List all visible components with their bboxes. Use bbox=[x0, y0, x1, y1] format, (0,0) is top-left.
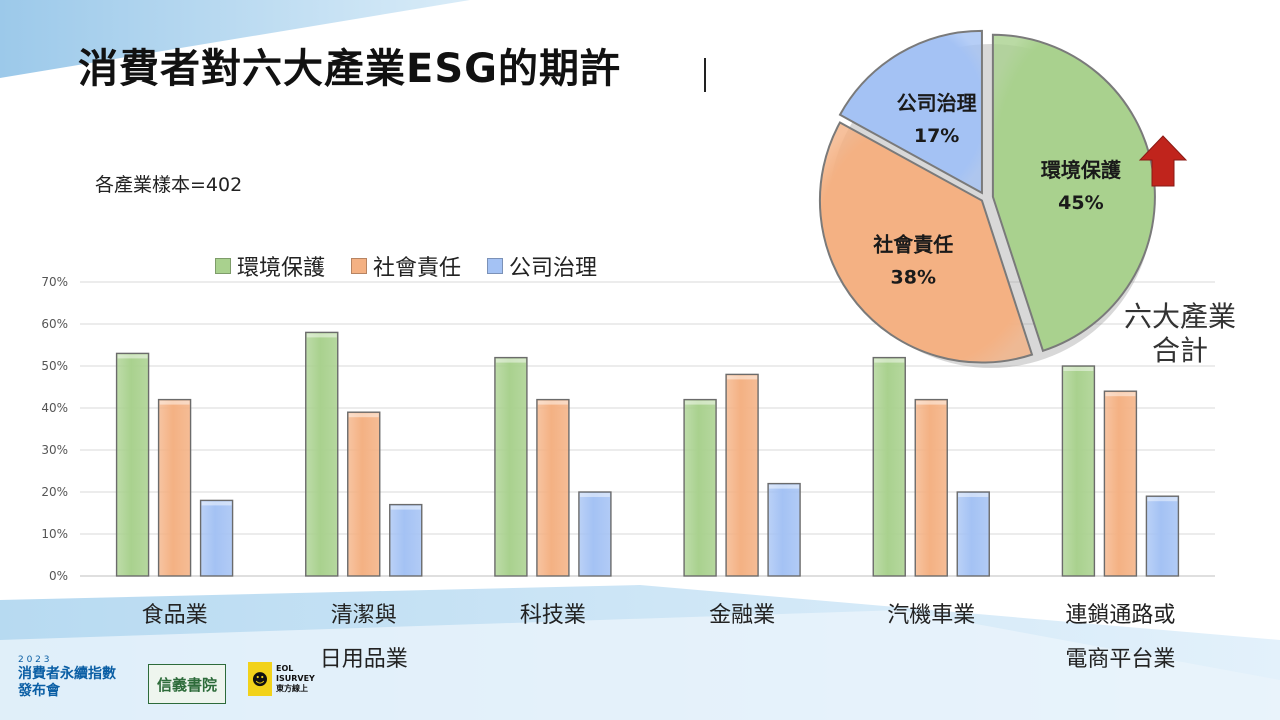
eol-logo-line1: EOL bbox=[276, 664, 294, 673]
y-tick-label: 20% bbox=[41, 485, 68, 499]
eol-logo-line2: ISURVEY bbox=[276, 674, 315, 683]
x-category-label-line1: 清潔與 bbox=[330, 603, 397, 628]
chart-legend: 環境保護 社會責任 公司治理 bbox=[215, 250, 623, 282]
bar-highlight bbox=[390, 505, 421, 510]
bar-highlight bbox=[579, 493, 610, 497]
y-tick-label: 30% bbox=[41, 443, 68, 457]
y-tick-label: 40% bbox=[41, 401, 68, 415]
bar bbox=[536, 398, 570, 577]
x-category-label-line1: 食品業 bbox=[141, 603, 208, 628]
x-category-label-line1: 金融業 bbox=[709, 603, 776, 628]
bar bbox=[725, 373, 759, 577]
bar-highlight bbox=[117, 354, 148, 359]
bar bbox=[389, 503, 423, 577]
event-logo-year: 2 0 2 3 bbox=[18, 655, 50, 665]
bar bbox=[494, 356, 528, 577]
x-category-label-line1: 汽機車業 bbox=[887, 603, 976, 628]
text-cursor bbox=[704, 58, 706, 92]
y-tick-label: 50% bbox=[41, 359, 68, 373]
legend-label-environment: 環境保護 bbox=[237, 256, 326, 281]
bar-highlight bbox=[159, 400, 190, 405]
bar bbox=[956, 491, 990, 577]
eol-logo-line3: 東方線上 bbox=[276, 684, 308, 693]
pie-slice-label: 環境保護 bbox=[1041, 158, 1122, 182]
legend-label-governance: 公司治理 bbox=[509, 256, 598, 281]
x-category-label-line1: 科技業 bbox=[519, 603, 586, 628]
event-logo-line2: 發布會 bbox=[18, 683, 60, 699]
pie-slice-label: 公司治理 bbox=[897, 91, 977, 115]
bar-highlight bbox=[958, 493, 989, 497]
bar bbox=[1061, 365, 1096, 577]
pie-slice bbox=[818, 121, 1034, 364]
page-title: 消費者對六大產業ESG的期許 bbox=[78, 46, 621, 92]
y-tick-label: 60% bbox=[41, 317, 68, 331]
legend-label-social: 社會責任 bbox=[373, 256, 462, 281]
legend-swatch-social bbox=[351, 258, 368, 274]
bar bbox=[1145, 495, 1180, 577]
pie-slice-label: 社會責任 bbox=[872, 232, 953, 256]
legend-item-governance: 公司治理 bbox=[487, 250, 597, 282]
bar-highlight bbox=[1105, 392, 1136, 397]
bar bbox=[157, 398, 192, 577]
bar bbox=[1103, 390, 1138, 577]
bar bbox=[872, 356, 906, 577]
x-category-label: 汽機車業 bbox=[846, 594, 1016, 638]
y-tick-label: 0% bbox=[49, 569, 68, 583]
bottom-wave-light bbox=[0, 610, 1280, 720]
x-category-label: 連鎖通路或電商平台業 bbox=[1035, 594, 1205, 682]
bar-highlight bbox=[1147, 497, 1178, 502]
x-category-label: 清潔與 日用品業 bbox=[279, 594, 449, 682]
eol-isurvey-logo: ☻ EOL ISURVEY 東方線上 bbox=[248, 662, 315, 696]
top-left-decoration bbox=[0, 0, 470, 78]
pie-title-line2: 合計 bbox=[1151, 334, 1208, 367]
pie-slice-value: 38% bbox=[891, 266, 936, 288]
pie-slice-value: 45% bbox=[1058, 192, 1103, 214]
eol-logo-icon: ☻ bbox=[248, 662, 272, 696]
legend-item-environment: 環境保護 bbox=[215, 250, 325, 282]
bar-highlight bbox=[306, 333, 337, 338]
red-up-arrow-icon bbox=[1138, 135, 1188, 187]
bar-highlight bbox=[727, 375, 758, 380]
bar bbox=[914, 398, 948, 577]
legend-swatch-governance bbox=[487, 258, 504, 274]
bar-highlight bbox=[495, 358, 526, 363]
bar-highlight bbox=[916, 400, 947, 405]
bar bbox=[578, 491, 612, 577]
x-category-label-line1: 連鎖通路或 bbox=[1065, 603, 1176, 628]
x-category-label-line2: 日用品業 bbox=[319, 647, 408, 672]
sample-size-note: 各產業樣本=402 bbox=[95, 174, 243, 196]
bar-highlight bbox=[201, 501, 232, 506]
bar-highlight bbox=[874, 358, 905, 363]
bar bbox=[199, 499, 234, 577]
legend-item-social: 社會責任 bbox=[351, 250, 461, 282]
x-category-label: 金融業 bbox=[657, 594, 827, 638]
bar bbox=[683, 398, 717, 577]
y-tick-label: 10% bbox=[41, 527, 68, 541]
y-tick-label: 70% bbox=[41, 275, 68, 289]
pie-slice-value: 17% bbox=[914, 125, 959, 147]
bar bbox=[767, 482, 801, 577]
pie-slice bbox=[838, 29, 983, 195]
event-logo-line1: 消費者永續指數 bbox=[18, 666, 116, 682]
bar-highlight bbox=[537, 400, 568, 405]
bar bbox=[347, 411, 381, 577]
bar-highlight bbox=[348, 413, 379, 418]
pie-title-line1: 六大產業 bbox=[1123, 300, 1236, 333]
event-logo: 2 0 2 3 消費者永續指數 發布會 bbox=[18, 655, 116, 700]
x-category-label: 食品業 bbox=[90, 594, 260, 638]
bar bbox=[305, 331, 339, 577]
bar-highlight bbox=[769, 484, 800, 489]
bar-highlight bbox=[685, 400, 716, 405]
sinyi-academy-logo: 信義書院 bbox=[148, 664, 226, 704]
pie-chart-title: 六大產業 合計 bbox=[1100, 300, 1260, 368]
bar bbox=[115, 352, 150, 577]
bar-highlight bbox=[1063, 367, 1094, 371]
legend-swatch-environment bbox=[215, 258, 231, 274]
x-category-label-line2: 電商平台業 bbox=[1065, 647, 1176, 672]
x-category-label: 科技業 bbox=[468, 594, 638, 638]
